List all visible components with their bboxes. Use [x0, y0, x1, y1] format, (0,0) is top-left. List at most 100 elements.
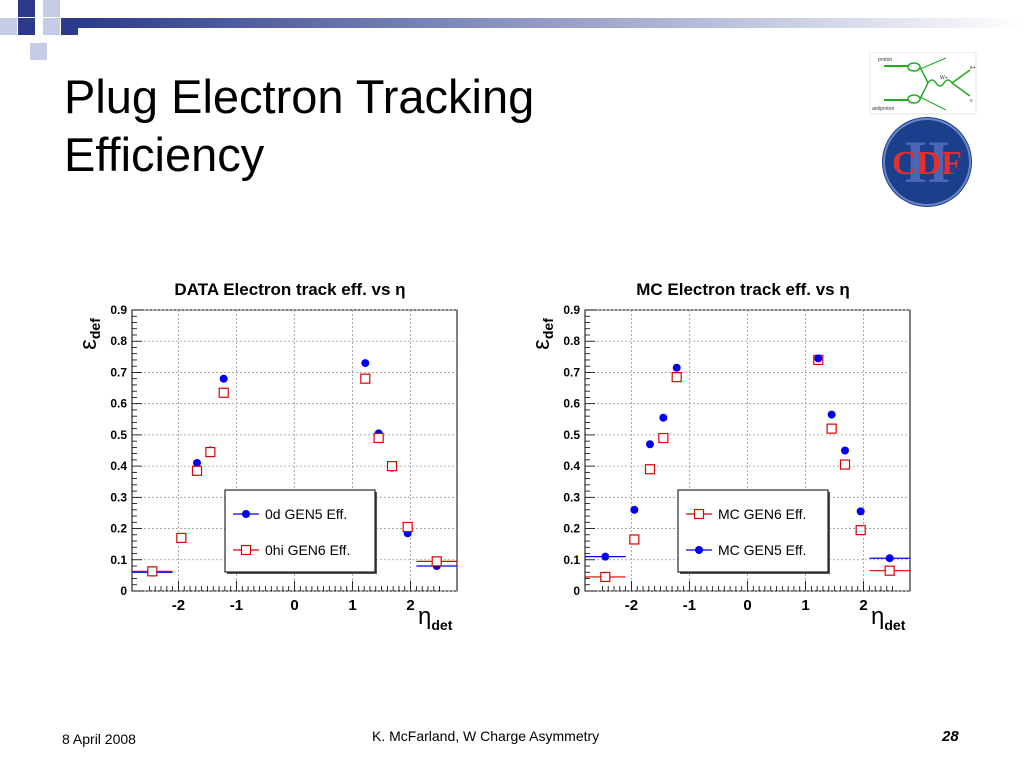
chart-canvas: MC Electron track eff. vs η -2 -1 0 1 2 0 0.1 0…	[528, 280, 911, 633]
x-label-sub: det	[884, 617, 905, 633]
y-label-sub: def	[540, 318, 556, 339]
y-tick-label: 0.6	[110, 397, 127, 411]
data-point	[360, 373, 371, 384]
data-point	[659, 413, 668, 422]
legend-marker	[240, 544, 252, 556]
x-tick-label: 0	[743, 597, 751, 614]
data-point	[176, 532, 187, 544]
data-point	[885, 554, 894, 563]
y-axis-label: εdef	[75, 318, 103, 350]
y-tick-label: 0.3	[563, 490, 580, 504]
svg-text:εdef: εdef	[75, 318, 103, 350]
x-axis-label: ηdet	[871, 603, 906, 633]
data-point	[147, 566, 158, 577]
corner-square-light	[43, 0, 60, 17]
slide-title: Plug Electron Tracking Efficiency	[64, 68, 534, 184]
plot-area: -2 -1 0 1 2 0 0.1 0.2 0.3 0.4 0.5 0.6 0.7 0.8 0.9 0d GE…	[110, 303, 458, 614]
legend-box	[677, 489, 829, 573]
title-decoration	[0, 0, 1024, 60]
x-tick-label: 2	[859, 597, 867, 614]
corner-square-light	[0, 18, 17, 35]
plot-area: -2 -1 0 1 2 0 0.1 0.2 0.3 0.4 0.5 0.6 0.7 0.8 0.9 MC GE…	[563, 303, 911, 614]
chart-title: DATA Electron track eff. vs η	[174, 280, 405, 299]
x-tick-label: 1	[348, 597, 356, 614]
header-gradient-band	[78, 18, 1024, 28]
data-point	[672, 363, 681, 372]
slide-title-line1: Plug Electron Tracking	[64, 70, 535, 123]
x-tick-label: -2	[172, 597, 185, 614]
y-tick-label: 0.2	[110, 522, 127, 536]
data-point	[601, 552, 610, 561]
data-point	[658, 432, 669, 444]
chart-title: MC Electron track eff. vs η	[636, 280, 850, 299]
x-tick-label: 2	[406, 597, 414, 614]
series-circles	[585, 354, 910, 563]
data-point	[629, 534, 640, 545]
data-point	[402, 521, 413, 533]
y-label-main: ε	[528, 339, 555, 350]
legend-box	[224, 489, 376, 573]
mc-efficiency-chart: MC Electron track eff. vs η -2 -1 0 1 2 0 0.1 0…	[525, 264, 925, 649]
x-tick-label: -1	[230, 597, 243, 614]
data-point	[814, 354, 823, 363]
series-squares	[132, 373, 457, 577]
data-point	[827, 410, 836, 419]
data-point	[218, 387, 229, 398]
legend-label: MC GEN5 Eff.	[718, 542, 806, 558]
data-point	[646, 440, 654, 449]
legend-label: 0hi GEN6 Eff.	[265, 542, 350, 558]
y-axis-label: εdef	[528, 318, 556, 350]
data-point	[193, 458, 201, 467]
svg-text:εdef: εdef	[528, 318, 556, 350]
y-tick-label: 0.5	[563, 428, 580, 442]
footer-center-text: K. McFarland, W Charge Asymmetry	[372, 728, 600, 744]
y-tick-label: 0.6	[563, 397, 580, 411]
corner-square-light	[43, 18, 60, 35]
y-tick-label: 0.2	[563, 522, 580, 536]
footer-date: 8 April 2008	[62, 731, 136, 747]
legend-marker	[695, 546, 703, 554]
chart-canvas: DATA Electron track eff. vs η -2 -1 0 1 2 0 0.…	[75, 280, 458, 633]
svg-text:ν: ν	[970, 98, 973, 104]
legend-marker	[693, 508, 705, 520]
data-point	[361, 359, 370, 368]
svg-text:ηdet: ηdet	[871, 603, 906, 633]
svg-text:e+: e+	[970, 65, 976, 71]
feynman-diagram-logo: proton antiproton W+ e+ ν	[869, 51, 977, 115]
data-point	[386, 461, 398, 472]
corner-square-dark	[18, 0, 35, 17]
data-point	[671, 372, 682, 383]
data-point	[219, 374, 228, 383]
legend-marker	[242, 510, 250, 518]
x-tick-label: -1	[683, 597, 696, 614]
data-point	[205, 446, 216, 458]
y-tick-label: 0.1	[563, 553, 580, 567]
y-tick-label: 0.1	[110, 553, 127, 567]
data-point	[826, 423, 837, 434]
x-label-main: η	[418, 603, 431, 630]
data-point	[191, 465, 203, 476]
y-tick-label: 0.8	[110, 334, 127, 348]
data-point	[839, 459, 851, 470]
svg-text:antiproton: antiproton	[872, 106, 894, 112]
data-point	[644, 464, 656, 475]
x-label-sub: det	[431, 617, 452, 633]
y-tick-label: 0.9	[110, 303, 127, 317]
y-tick-label: 0.9	[563, 303, 580, 317]
data-point	[431, 556, 442, 567]
y-tick-label: 0.5	[110, 428, 127, 442]
svg-text:II: II	[904, 129, 951, 195]
svg-text:W+: W+	[940, 75, 948, 81]
data-point	[600, 571, 611, 583]
svg-text:CDF: CDF	[892, 145, 962, 182]
y-tick-label: 0.7	[110, 365, 127, 379]
y-tick-label: 0.4	[563, 459, 580, 473]
legend-label: 0d GEN5 Eff.	[265, 506, 347, 522]
data-point	[884, 565, 895, 576]
svg-text:ηdet: ηdet	[418, 603, 453, 633]
y-tick-label: 0.3	[110, 490, 127, 504]
y-tick-label: 0.4	[110, 459, 127, 473]
y-tick-label: 0	[573, 584, 580, 598]
y-tick-label: 0.7	[563, 365, 580, 379]
y-tick-label: 0.8	[563, 334, 580, 348]
